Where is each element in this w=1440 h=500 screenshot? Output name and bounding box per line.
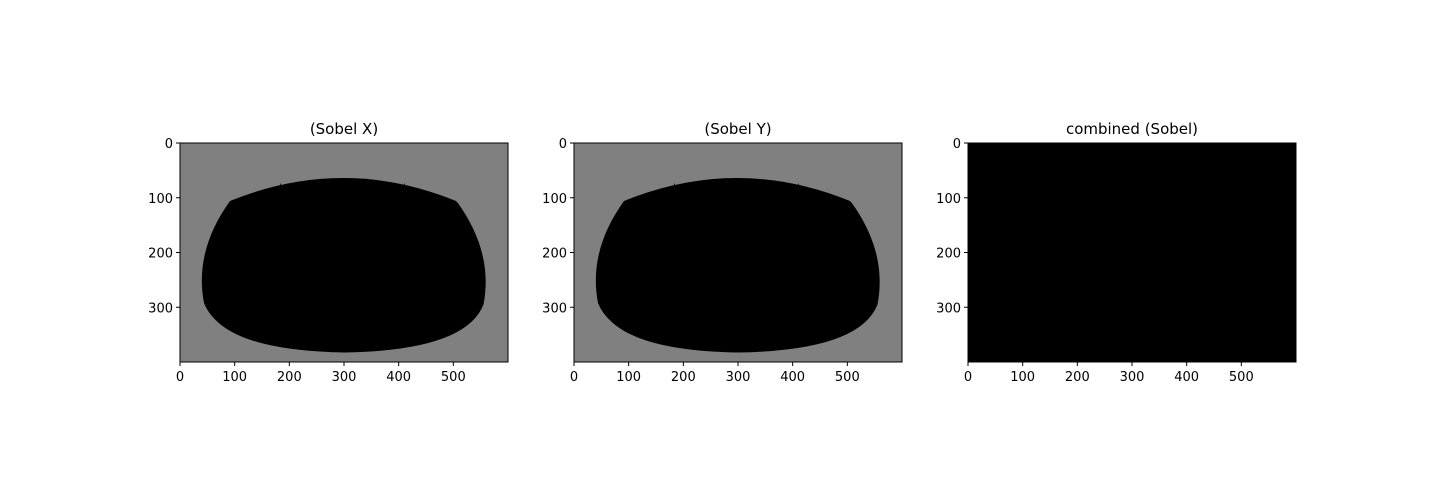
y-tick-label: 300 [936,301,961,316]
y-tick-label: 300 [542,301,567,316]
axes: combined (Sobel) 0 100 200 300 400 500 0 100 200 3… [936,120,1297,385]
x-tick-label: 500 [1229,370,1254,385]
x-tick-label: 500 [441,370,466,385]
y-tick-label: 0 [165,137,173,152]
axes-title: combined (Sobel) [1066,120,1198,138]
x-tick-label: 300 [726,370,751,385]
x-tick-label: 0 [964,370,972,385]
x-tick-label: 200 [671,370,696,385]
y-tick-label: 0 [953,137,961,152]
y-tick-label: 300 [148,301,173,316]
image-content [989,173,1274,353]
image-content [201,173,486,353]
image-content [595,173,880,353]
x-tick-label: 300 [1120,370,1145,385]
x-tick-label: 0 [176,370,184,385]
y-tick-label: 200 [148,247,173,262]
x-tick-label: 300 [332,370,357,385]
y-tick-label: 100 [148,192,173,207]
y-tick-label: 200 [936,247,961,262]
x-tick-label: 100 [616,370,641,385]
y-tick-label: 0 [559,137,567,152]
axes-title: (Sobel X) [310,120,378,138]
y-tick-label: 100 [542,192,567,207]
y-tick-label: 200 [542,247,567,262]
axes-title: (Sobel Y) [704,120,771,138]
x-tick-label: 100 [222,370,247,385]
x-tick-label: 500 [835,370,860,385]
panels: (Sobel X)0 100 200 300 400 5000100200300(Sobe… [148,120,1297,385]
x-tick-label: 0 [570,370,578,385]
x-tick-label: 100 [1010,370,1035,385]
axes: (Sobel Y) 0 100 200 300 400 500 0 100 200 300 [542,120,903,385]
x-tick-label: 200 [277,370,302,385]
y-tick-label: 100 [936,192,961,207]
x-tick-label: 400 [780,370,805,385]
x-tick-label: 200 [1065,370,1090,385]
x-tick-label: 400 [1174,370,1199,385]
axes: (Sobel X) 0 100 200 300 400 500 0 100 200 300 [148,120,509,385]
x-tick-label: 400 [386,370,411,385]
